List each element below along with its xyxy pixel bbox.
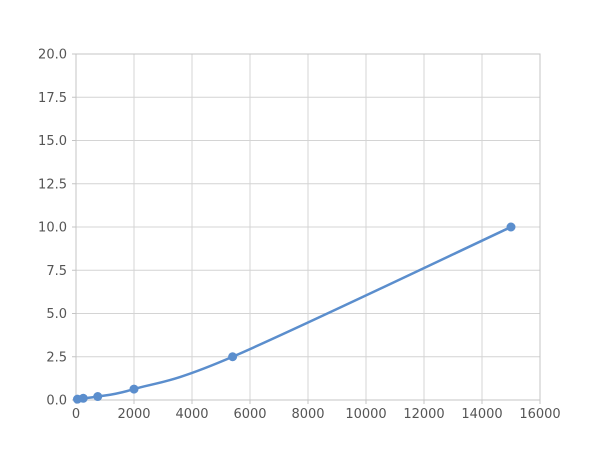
x-tick-label: 8000 xyxy=(291,407,324,422)
data-point-marker xyxy=(78,393,88,403)
data-point-marker xyxy=(129,384,139,394)
x-tick-label: 0 xyxy=(72,407,80,422)
x-tick-label: 2000 xyxy=(117,407,150,422)
y-tick-label: 7.5 xyxy=(46,264,67,279)
x-tick-label: 16000 xyxy=(519,407,560,422)
data-point-marker xyxy=(506,222,516,232)
y-tick-label: 20.0 xyxy=(38,48,67,63)
x-tick-label: 12000 xyxy=(403,407,444,422)
y-tick-label: 2.5 xyxy=(46,350,67,365)
data-point-marker xyxy=(228,352,238,362)
x-tick-label: 4000 xyxy=(175,407,208,422)
x-tick-label: 6000 xyxy=(233,407,266,422)
y-tick-label: 17.5 xyxy=(38,91,67,106)
y-tick-label: 12.5 xyxy=(38,177,67,192)
x-tick-label: 10000 xyxy=(345,407,386,422)
x-tick-label: 14000 xyxy=(461,407,502,422)
data-point-marker xyxy=(93,392,103,402)
y-tick-label: 0.0 xyxy=(46,394,67,409)
y-tick-label: 15.0 xyxy=(38,134,67,149)
y-tick-label: 10.0 xyxy=(38,221,67,236)
y-tick-label: 5.0 xyxy=(46,307,67,322)
